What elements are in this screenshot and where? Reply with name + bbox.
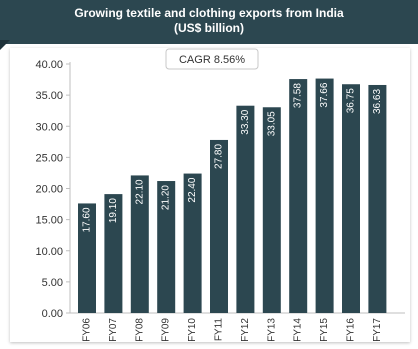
bar-value-label: 22.10 bbox=[134, 179, 145, 204]
y-tick-label: 20.00 bbox=[35, 184, 63, 196]
y-tick-label: 0.00 bbox=[42, 308, 63, 320]
cagr-label: CAGR 8.56% bbox=[179, 54, 245, 66]
x-tick-label: FY11 bbox=[214, 318, 225, 342]
cagr-box bbox=[165, 48, 259, 70]
bar-value-label: 33.30 bbox=[240, 109, 251, 134]
bar-value-label: 37.66 bbox=[319, 82, 330, 107]
bar-value-label: 37.58 bbox=[293, 83, 304, 108]
x-tick-label: FY10 bbox=[187, 318, 198, 342]
bar bbox=[210, 139, 228, 313]
y-tick-label: 30.00 bbox=[35, 121, 63, 133]
x-tick-label: FY17 bbox=[372, 318, 383, 342]
chart-header: Growing textile and clothing exports fro… bbox=[0, 0, 418, 44]
x-tick-label: FY14 bbox=[293, 318, 304, 342]
x-tick-label: FY08 bbox=[134, 318, 145, 342]
bar-value-label: 36.63 bbox=[372, 89, 383, 114]
bar bbox=[157, 181, 176, 313]
y-tick-label: 5.00 bbox=[42, 277, 63, 289]
bar-value-label: 17.60 bbox=[82, 207, 93, 232]
bar bbox=[315, 78, 334, 313]
bar bbox=[183, 173, 202, 313]
bar bbox=[368, 84, 387, 314]
bar bbox=[289, 79, 308, 313]
bar-value-label: 22.40 bbox=[187, 177, 198, 202]
x-tick-label: FY16 bbox=[346, 318, 357, 342]
y-tick-label: 10.00 bbox=[35, 246, 63, 258]
bar bbox=[236, 105, 255, 314]
header-fold bbox=[0, 40, 10, 50]
bar-value-label: 36.75 bbox=[346, 88, 357, 113]
bar bbox=[130, 175, 149, 313]
chart-title: Growing textile and clothing exports fro… bbox=[74, 6, 344, 20]
x-tick-label: FY12 bbox=[240, 318, 251, 342]
x-tick-label: FY15 bbox=[319, 318, 330, 342]
bar bbox=[342, 84, 360, 313]
y-tick-label: 35.00 bbox=[35, 90, 63, 102]
bar-value-label: 33.05 bbox=[266, 111, 277, 136]
x-tick-label: FY09 bbox=[161, 318, 172, 342]
bar-value-label: 19.10 bbox=[108, 198, 119, 223]
x-tick-label: FY06 bbox=[82, 318, 93, 342]
bar bbox=[78, 203, 96, 313]
bar-value-label: 27.80 bbox=[214, 144, 225, 169]
y-tick-label: 15.00 bbox=[35, 215, 63, 227]
y-tick-label: 25.00 bbox=[35, 152, 63, 164]
bar-value-label: 21.20 bbox=[161, 185, 172, 210]
x-tick-label: FY07 bbox=[108, 318, 119, 342]
y-tick-label: 40.00 bbox=[35, 59, 63, 71]
bar bbox=[262, 107, 281, 313]
x-tick-label: FY13 bbox=[266, 318, 277, 342]
bar bbox=[104, 194, 123, 313]
chart-subtitle: (US$ billion) bbox=[174, 21, 244, 35]
